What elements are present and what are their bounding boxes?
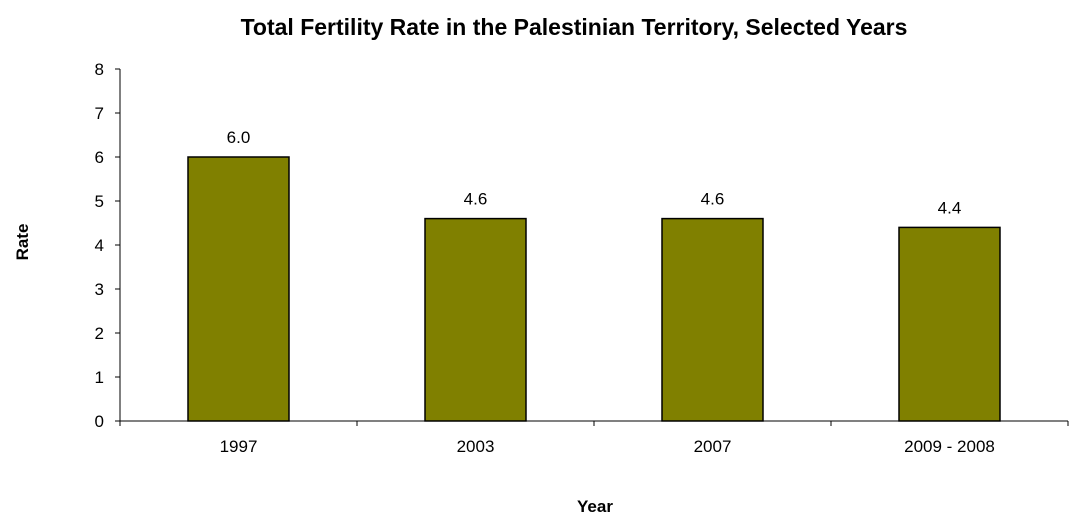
y-tick-label: 1	[95, 368, 104, 387]
bars-layer	[187, 156, 1001, 422]
x-axis-title: Year	[577, 497, 613, 515]
axes-layer	[115, 68, 1069, 426]
x-tick-label: 2007	[694, 437, 732, 456]
y-tick-label: 3	[95, 280, 104, 299]
data-label: 4.6	[701, 190, 725, 209]
bar-2007	[661, 217, 764, 422]
y-tick-label: 6	[95, 148, 104, 167]
y-tick-label: 4	[95, 236, 104, 255]
chart-title: Total Fertility Rate in the Palestinian …	[240, 14, 908, 40]
y-tick-label: 0	[95, 412, 104, 431]
y-tick-label: 7	[95, 104, 104, 123]
labels-layer: 6.0 1997 4.6 2003 4.6 2007 4.4 2009 - 2008 0 1 2 3 4…	[95, 60, 995, 456]
y-tick-label: 5	[95, 192, 104, 211]
y-axis-title: Rate	[13, 224, 32, 261]
bar-2003	[424, 217, 527, 422]
y-tick-label: 8	[95, 60, 104, 79]
data-label: 4.4	[938, 198, 962, 217]
x-tick-label: 2009 - 2008	[904, 437, 995, 456]
bar-1997	[187, 156, 290, 422]
x-tick-label: 2003	[457, 437, 495, 456]
bar-2009-2008	[898, 226, 1001, 422]
data-label: 4.6	[464, 190, 488, 209]
x-tick-label: 1997	[220, 437, 258, 456]
y-tick-label: 2	[95, 324, 104, 343]
data-label: 6.0	[227, 128, 251, 147]
